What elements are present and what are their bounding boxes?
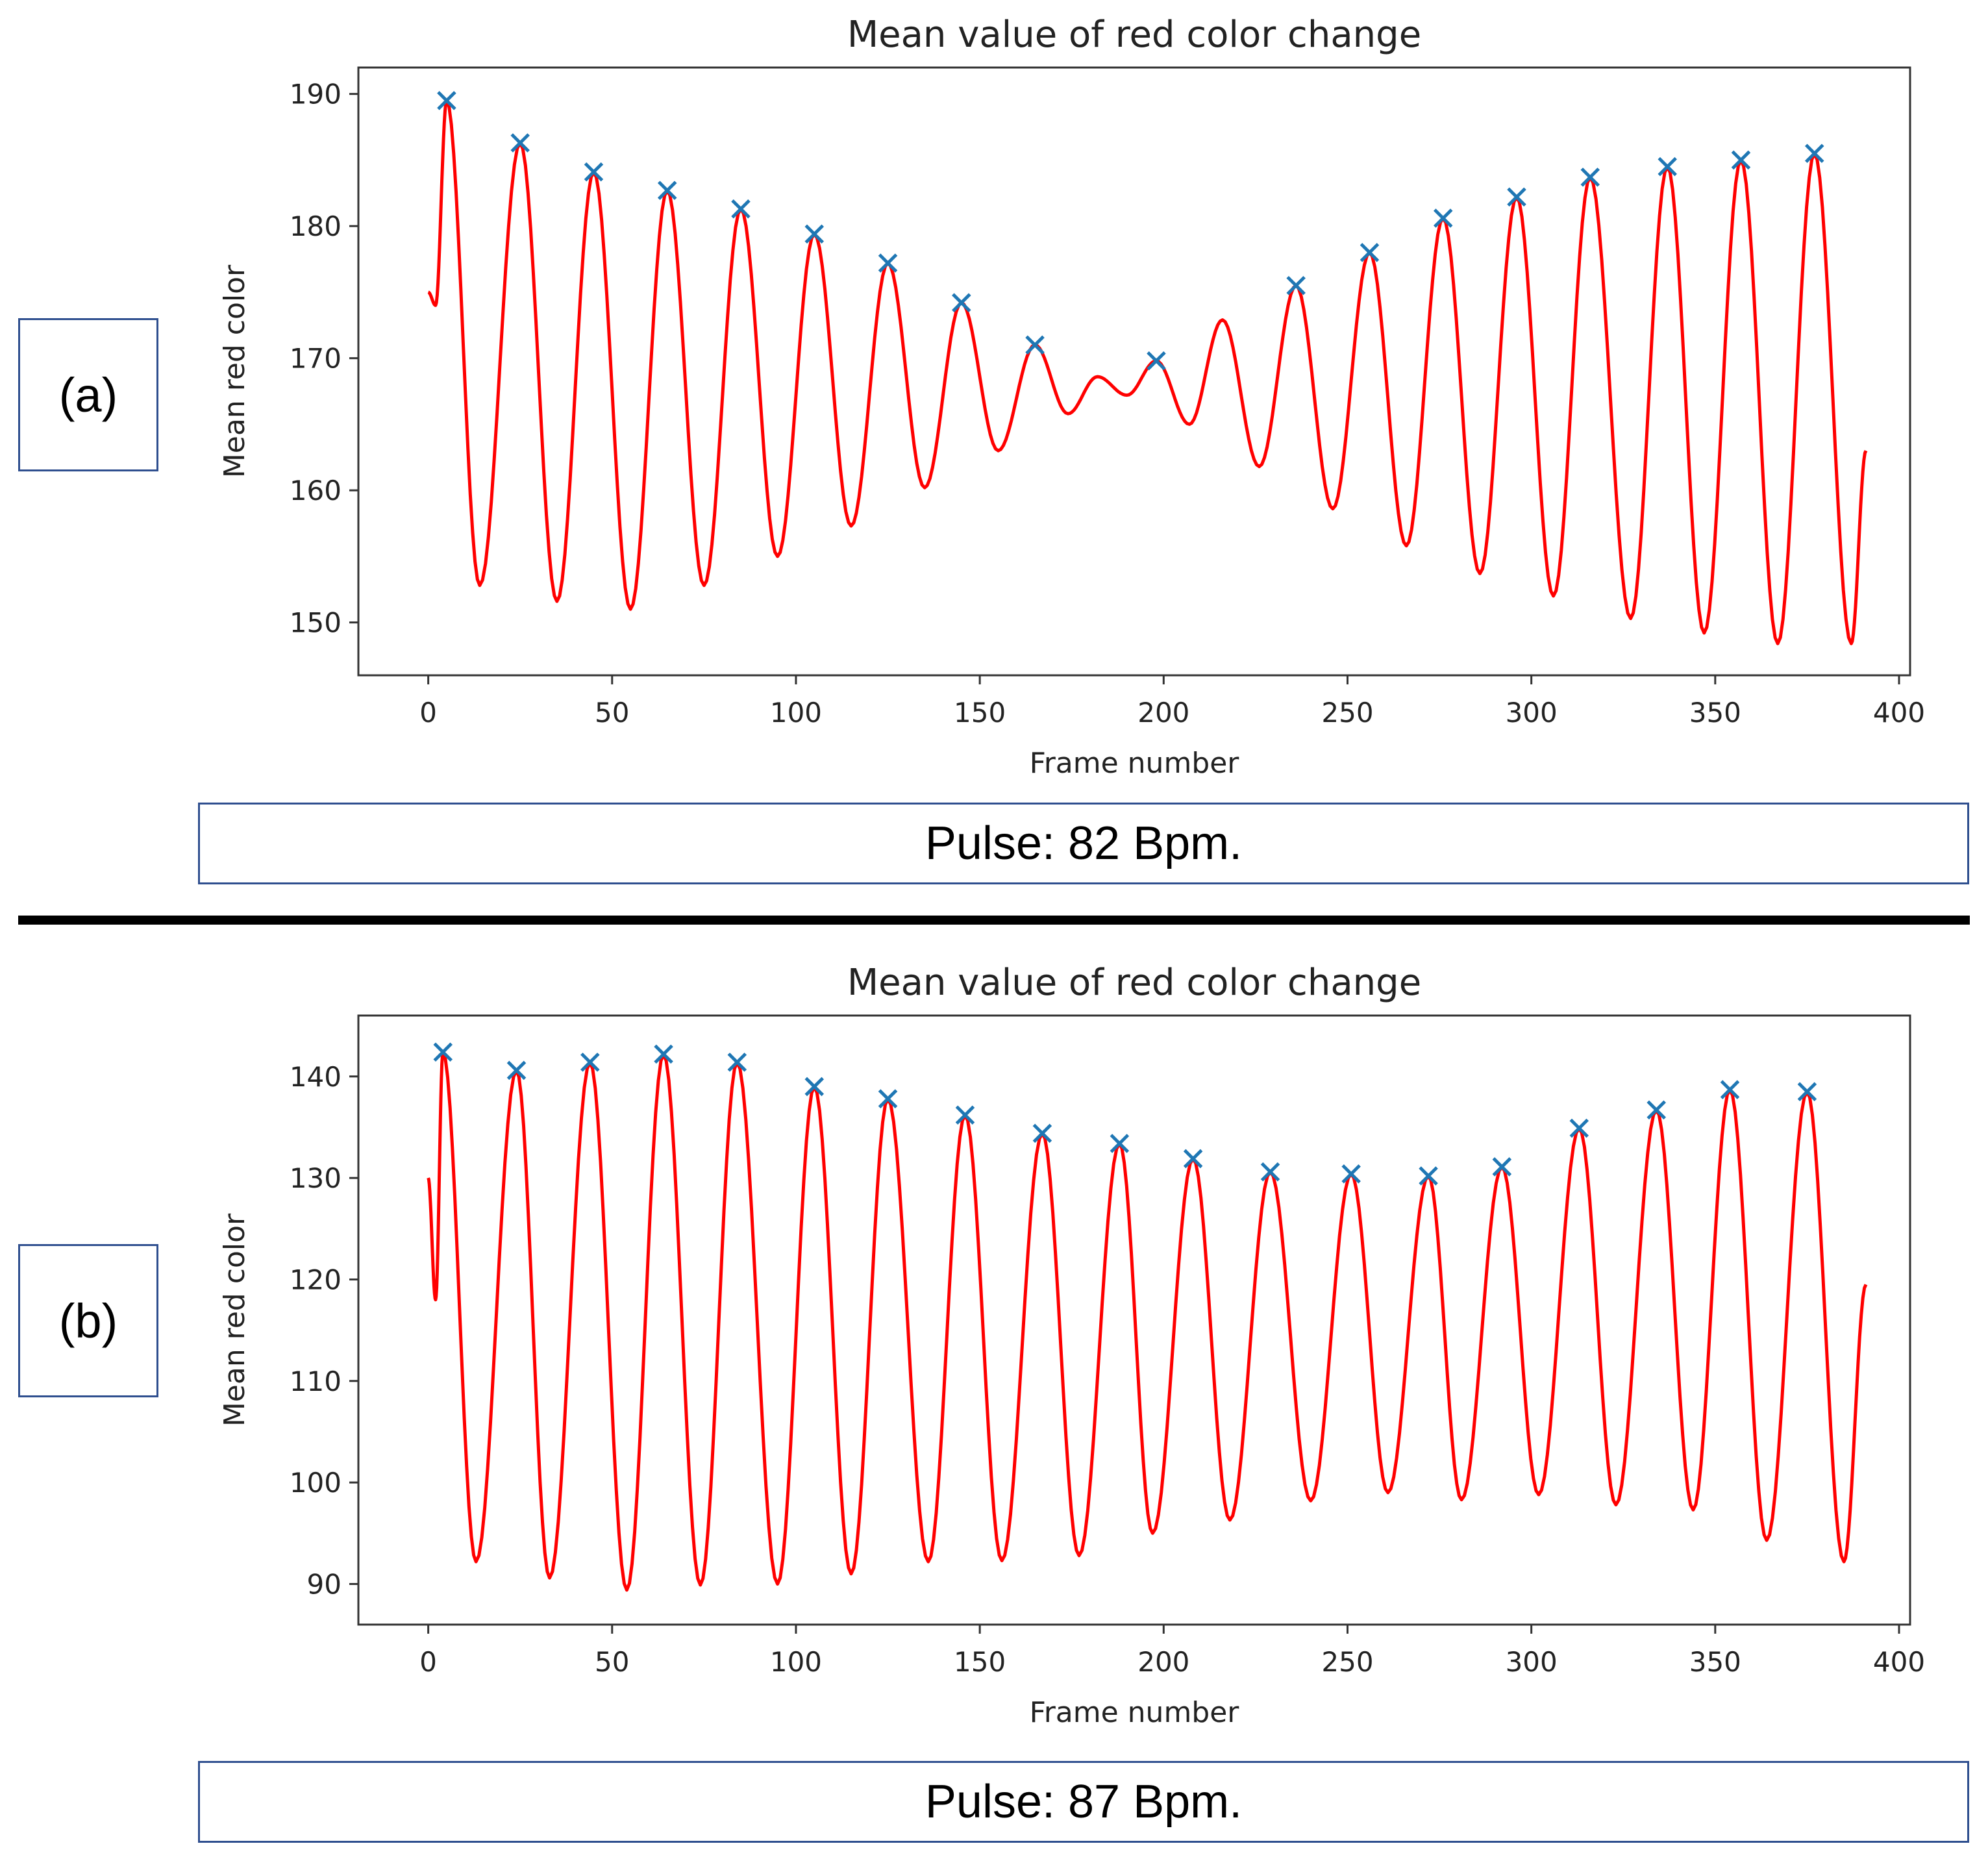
y-tick-label: 90 xyxy=(307,1568,342,1600)
peak-marker xyxy=(1260,1162,1280,1182)
x-tick-label: 350 xyxy=(1689,697,1741,729)
peak-marker xyxy=(1341,1164,1361,1184)
y-tick-label: 160 xyxy=(290,475,342,506)
peak-marker xyxy=(1433,208,1453,228)
peak-marker xyxy=(1032,1123,1052,1143)
y-tick-label: 110 xyxy=(290,1366,342,1397)
panel-label-text: (a) xyxy=(58,368,118,422)
peak-marker xyxy=(1286,275,1306,295)
peak-marker xyxy=(1569,1118,1589,1138)
y-axis-label: Mean red color xyxy=(218,264,251,478)
peak-marker xyxy=(1720,1080,1740,1099)
peak-marker xyxy=(654,1044,673,1064)
peak-marker xyxy=(510,133,530,153)
x-tick-label: 300 xyxy=(1506,697,1558,729)
y-tick-label: 170 xyxy=(290,343,342,375)
peak-marker xyxy=(1804,143,1824,164)
y-tick-label: 120 xyxy=(290,1264,342,1295)
peak-marker xyxy=(433,1042,453,1062)
pulse-text: Pulse: 87 Bpm. xyxy=(925,1776,1243,1828)
x-tick-label: 200 xyxy=(1137,1646,1189,1678)
peak-marker xyxy=(1507,187,1526,207)
y-tick-label: 100 xyxy=(290,1467,342,1499)
x-tick-label: 250 xyxy=(1321,697,1373,729)
x-tick-label: 250 xyxy=(1321,1646,1373,1678)
x-axis-label: Frame number xyxy=(1030,747,1240,780)
y-axis-label: Mean red color xyxy=(218,1213,251,1427)
peak-marker xyxy=(804,1077,825,1097)
panel-label-b: (b) xyxy=(18,1244,158,1397)
peak-marker xyxy=(1110,1134,1130,1153)
x-tick-label: 300 xyxy=(1506,1646,1558,1678)
x-tick-label: 100 xyxy=(770,697,822,729)
peak-marker xyxy=(657,181,677,201)
pulse-box-a: Pulse: 82 Bpm. xyxy=(198,803,1969,884)
peak-marker xyxy=(584,162,604,182)
panel-label-a: (a) xyxy=(18,318,158,471)
peak-marker xyxy=(878,253,898,273)
x-tick-label: 0 xyxy=(419,1646,437,1678)
peak-marker xyxy=(1580,168,1600,187)
divider-line xyxy=(18,916,1970,925)
plot-frame xyxy=(357,1014,1911,1626)
peak-marker xyxy=(1646,1100,1666,1120)
signal-line xyxy=(427,99,1868,645)
peak-marker xyxy=(1658,156,1677,177)
chart-title: Mean value of red color change xyxy=(847,14,1421,56)
y-tick-label: 180 xyxy=(290,210,342,242)
y-tick-label: 130 xyxy=(290,1162,342,1194)
x-tick-label: 150 xyxy=(954,1646,1006,1678)
peak-marker xyxy=(1731,150,1751,170)
chart-title: Mean value of red color change xyxy=(847,962,1421,1004)
x-tick-label: 350 xyxy=(1689,1646,1741,1678)
peak-marker xyxy=(1492,1157,1512,1177)
y-tick-label: 140 xyxy=(290,1061,342,1093)
chart-a: Mean value of red color change 0 50 100 150 2… xyxy=(218,14,1925,780)
x-axis-label: Frame number xyxy=(1030,1696,1240,1729)
y-tick-label: 190 xyxy=(290,79,342,110)
peak-marker xyxy=(731,199,751,219)
x-tick-label: 400 xyxy=(1873,1646,1925,1678)
peak-marker xyxy=(1025,335,1045,355)
pulse-box-b: Pulse: 87 Bpm. xyxy=(198,1761,1969,1843)
x-tick-label: 0 xyxy=(419,697,437,729)
peak-marker xyxy=(952,293,971,312)
x-tick-label: 200 xyxy=(1137,697,1189,729)
y-tick-label: 150 xyxy=(290,607,342,639)
x-tick-label: 400 xyxy=(1873,697,1925,729)
signal-line xyxy=(427,1050,1868,1592)
plot-frame xyxy=(357,66,1911,677)
peak-marker xyxy=(1183,1149,1203,1169)
chart-b: Mean value of red color change 0 50 100 150 2… xyxy=(218,962,1925,1729)
peak-marker xyxy=(804,224,825,244)
peak-marker xyxy=(437,91,456,110)
peak-marker xyxy=(580,1053,600,1072)
x-tick-label: 50 xyxy=(595,697,629,729)
x-tick-label: 150 xyxy=(954,697,1006,729)
peak-marker xyxy=(878,1089,898,1108)
peak-marker xyxy=(1797,1082,1817,1102)
x-tick-label: 50 xyxy=(595,1646,629,1678)
panel-label-text: (b) xyxy=(58,1293,118,1348)
peak-marker xyxy=(955,1105,975,1125)
peak-marker xyxy=(506,1060,527,1080)
x-tick-label: 100 xyxy=(770,1646,822,1678)
peak-marker xyxy=(1419,1166,1438,1186)
pulse-text: Pulse: 82 Bpm. xyxy=(925,817,1243,869)
peak-marker xyxy=(727,1053,747,1072)
peak-marker xyxy=(1147,351,1166,371)
peak-marker xyxy=(1360,243,1380,262)
